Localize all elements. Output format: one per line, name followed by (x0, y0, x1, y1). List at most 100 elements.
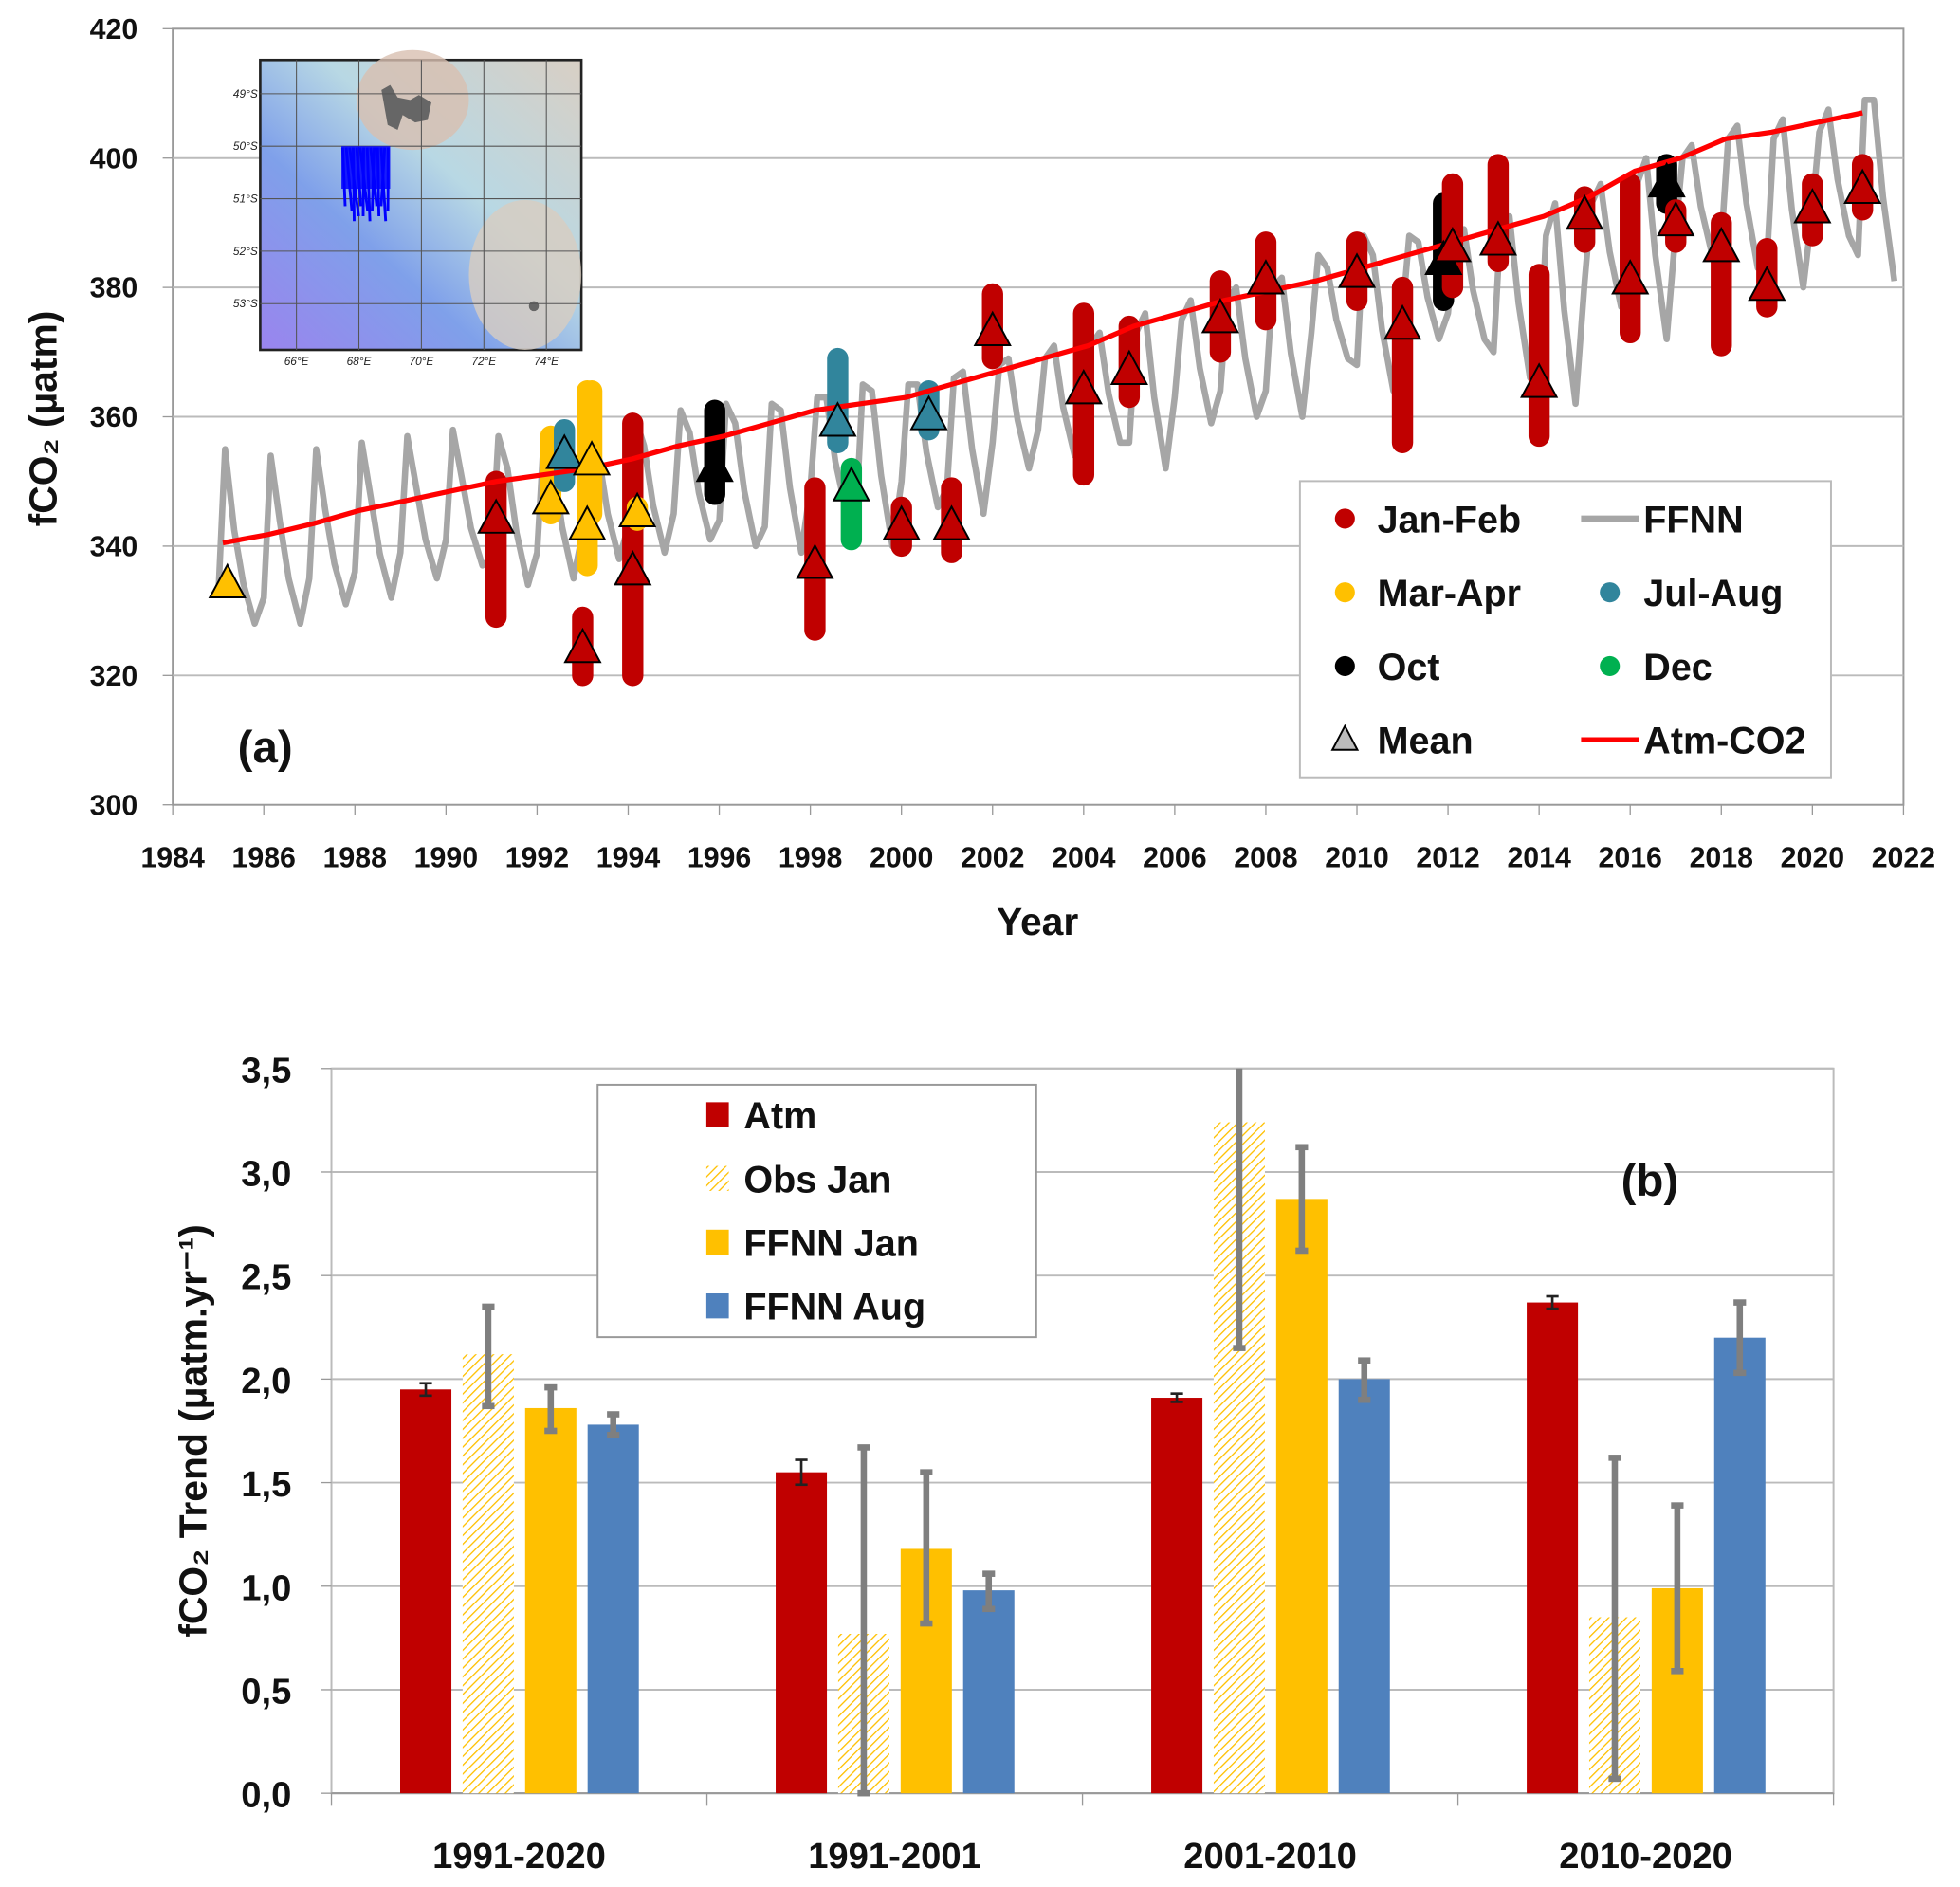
mean-triangle-marker (818, 401, 857, 437)
x-tick-label: 2014 (1507, 843, 1571, 874)
map-lon-label: 70°E (409, 355, 434, 368)
mean-triangle-marker (1337, 252, 1377, 288)
mean-triangle-marker (1748, 265, 1786, 302)
legend-swatch-icon (705, 1293, 729, 1319)
x-tick-label: 2022 (1872, 843, 1935, 874)
y-tick-label: 300 (90, 790, 138, 821)
map-lat-label: 52°S (233, 245, 258, 258)
mean-triangle-marker (832, 466, 870, 502)
category-label: 1991-2020 (432, 1836, 606, 1877)
y-tick-label: 400 (90, 143, 138, 174)
mean-triangle-marker (563, 627, 602, 664)
y-tick-label: 1,5 (241, 1464, 291, 1505)
legend-swatch-icon (705, 1229, 729, 1255)
legend-box (596, 1083, 1037, 1339)
bar-ffnn-aug (587, 1424, 639, 1794)
legend-label: Atm (743, 1095, 816, 1137)
legend-label: Dec (1643, 647, 1713, 688)
bar-ffnn-jan (1275, 1199, 1328, 1794)
mean-triangle-marker (1657, 200, 1695, 237)
y-tick-label: 2,5 (241, 1257, 291, 1298)
y-tick-label: 2,0 (241, 1361, 291, 1402)
legend-a: Jan-Feb FFNN Mar-Apr Jul-Aug Oct Dec Mean Atm-C… (1298, 480, 1832, 779)
mean-triangle-marker (1433, 227, 1472, 263)
legend-dot-icon (1334, 508, 1355, 529)
mean-triangle-marker (477, 498, 516, 534)
map-lon-label: 72°E (471, 355, 497, 368)
mean-triangle-marker (568, 504, 607, 540)
legend-label: FFNN (1643, 499, 1743, 540)
x-tick-label: 2006 (1143, 843, 1206, 874)
legend-label: Mean (1378, 721, 1474, 762)
bar-atm (400, 1389, 452, 1794)
bar-atm (1151, 1398, 1203, 1794)
legend-label: Oct (1378, 647, 1440, 688)
mean-triangle-marker (531, 479, 570, 515)
heard-island-icon (528, 301, 540, 312)
category-label: 1991-2001 (808, 1836, 981, 1877)
legend-label: Mar-Apr (1378, 573, 1521, 614)
atm-co2-line (222, 110, 1863, 546)
x-tick-label: 1984 (140, 843, 205, 874)
mean-triangle-marker (1793, 188, 1832, 224)
mean-triangle-marker (973, 310, 1012, 347)
mean-triangle-marker (909, 394, 948, 431)
bar-atm (1527, 1302, 1579, 1794)
map-lat-label: 53°S (233, 297, 258, 310)
mean-triangle-marker (1064, 369, 1103, 405)
mean-triangle-marker (614, 550, 652, 586)
bar-obs-jan (462, 1354, 514, 1794)
mean-triangle-marker (1611, 259, 1650, 295)
mean-triangle-marker (932, 504, 971, 540)
x-tick-label: 2010 (1325, 843, 1388, 874)
x-tick-label: 2020 (1781, 843, 1844, 874)
bar-ffnn-aug (962, 1590, 1015, 1794)
mean-triangle-marker (572, 440, 612, 476)
y-tick-label: 420 (90, 14, 138, 46)
y-axis-title: fCO₂ (µatm) (22, 311, 65, 527)
map-lat-label: 49°S (233, 87, 258, 101)
x-tick-label: 1986 (232, 843, 296, 874)
ship-track-cluster (341, 146, 391, 189)
y-tick-label: 360 (90, 402, 138, 433)
legend-box (1298, 480, 1832, 779)
bar-ffnn-jan (524, 1407, 577, 1794)
legend-b: Atm Obs Jan FFNN Jan FFNN Aug (596, 1083, 1037, 1339)
x-tick-label: 1996 (687, 843, 751, 874)
map-lat-label: 50°S (233, 139, 258, 153)
ship-tracks (340, 146, 391, 222)
legend-label: FFNN Jan (743, 1222, 918, 1264)
panel-b-trend-bars: 0,0 0,5 1,0 1,5 2,0 2,5 3,0 3,5 1991-2020 1991-20… (172, 1050, 1835, 1877)
legend-label: Jul-Aug (1643, 573, 1783, 614)
map-lon-label: 68°E (347, 355, 373, 368)
mean-triangle-marker (545, 433, 584, 469)
kerguelen-island-icon (381, 84, 431, 131)
mean-triangle-marker (1843, 168, 1882, 204)
legend-triangle-icon (1330, 724, 1360, 751)
y-tick-label: 0,5 (241, 1671, 291, 1712)
legend-dot-icon (1334, 582, 1355, 603)
x-tick-label: 1988 (323, 843, 387, 874)
x-tick-label: 2016 (1599, 843, 1662, 874)
x-tick-label: 1998 (779, 843, 842, 874)
x-axis-title: Year (997, 900, 1078, 944)
mean-triangle-marker (617, 491, 657, 527)
panel-a-timeseries: 300 320 340 360 380 400 420 1984 1986 1988 1990 199… (22, 14, 1936, 944)
x-tick-label: 2012 (1416, 843, 1479, 874)
mean-triangle-marker (882, 504, 921, 540)
legend-label: Atm-CO2 (1643, 721, 1805, 762)
mean-triangle-marker (1478, 220, 1518, 256)
mean-triangle-marker (695, 446, 734, 483)
y-tick-label: 320 (90, 661, 138, 692)
map-lat-label: 51°S (233, 192, 258, 205)
legend-dot-icon (1600, 655, 1621, 676)
y-tick-label: 3,5 (241, 1050, 291, 1090)
bar-ffnn-aug (1713, 1337, 1766, 1794)
legend-swatch-icon (705, 1102, 729, 1127)
panel-label-b: (b) (1621, 1156, 1679, 1206)
x-tick-label: 1990 (414, 843, 478, 874)
mean-triangle-marker (208, 562, 247, 599)
y-tick-label: 380 (90, 273, 138, 304)
category-label: 2001-2010 (1183, 1836, 1357, 1877)
x-tick-label: 2018 (1690, 843, 1753, 874)
